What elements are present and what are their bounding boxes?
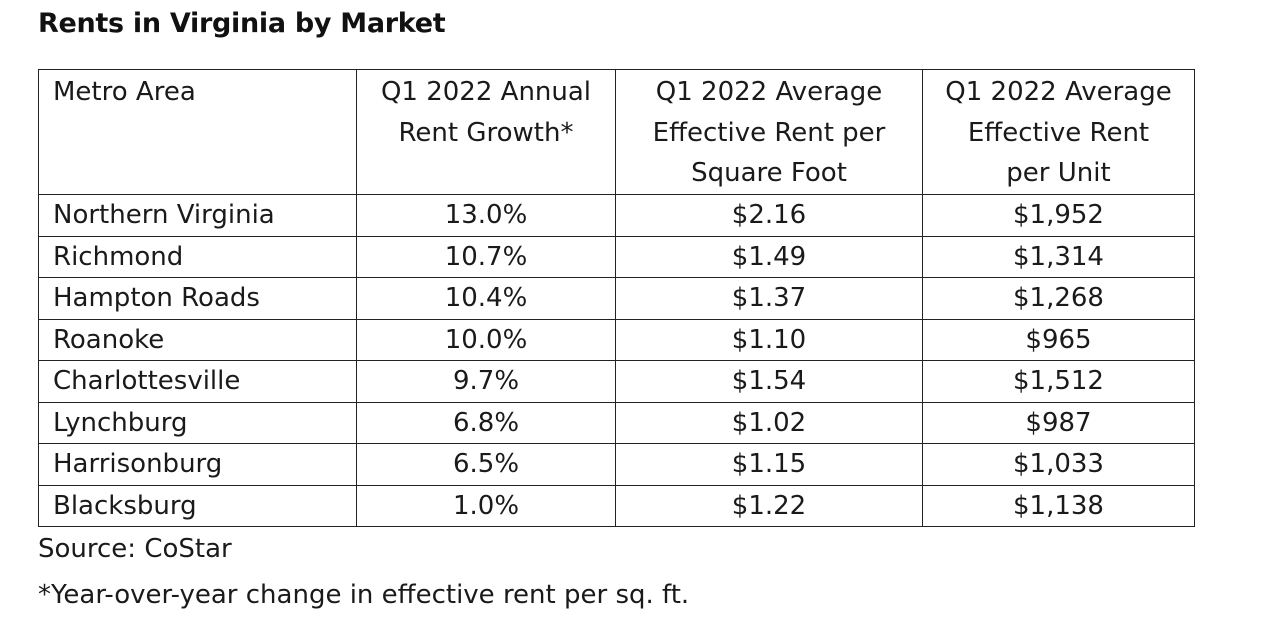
rent-table: Metro Area Q1 2022 Annual Rent Growth* Q1… <box>38 69 1195 527</box>
table-row: Richmond 10.7% $1.49 $1,314 <box>38 235 1195 278</box>
header-line: Q1 2022 Annual <box>380 77 592 107</box>
cell-rent-per-square-foot: $2.16 <box>615 194 923 237</box>
cell-annual-rent-growth: 6.5% <box>356 443 616 486</box>
cell-rent-per-square-foot: $1.49 <box>615 235 923 278</box>
cell-annual-rent-growth: 6.8% <box>356 401 616 444</box>
header-line: Effective Rent <box>967 117 1150 148</box>
cell-metro-area: Roanoke <box>38 318 357 361</box>
cell-annual-rent-growth: 10.0% <box>356 318 616 361</box>
cell-annual-rent-growth: 13.0% <box>356 194 616 237</box>
table-row: Blacksburg 1.0% $1.22 $1,138 <box>38 484 1195 527</box>
table-header-row: Metro Area Q1 2022 Annual Rent Growth* Q1… <box>38 69 1195 195</box>
cell-annual-rent-growth: 10.4% <box>356 277 616 320</box>
cell-metro-area: Lynchburg <box>38 401 357 444</box>
cell-rent-per-square-foot: $1.37 <box>615 277 923 320</box>
cell-metro-area: Harrisonburg <box>38 443 357 486</box>
cell-rent-per-unit: $1,512 <box>922 360 1195 403</box>
chart-title: Rents in Virginia by Market <box>38 8 446 39</box>
table-row: Roanoke 10.0% $1.10 $965 <box>38 318 1195 361</box>
footnote: *Year-over-year change in effective rent… <box>38 580 690 610</box>
cell-annual-rent-growth: 1.0% <box>356 484 616 527</box>
header-line: per Unit <box>1006 158 1111 188</box>
cell-rent-per-unit: $987 <box>922 401 1195 444</box>
cell-metro-area: Charlottesville <box>38 360 357 403</box>
header-annual-rent-growth: Q1 2022 Annual Rent Growth* <box>356 69 616 195</box>
header-line: Q1 2022 Average <box>655 77 883 107</box>
cell-rent-per-unit: $1,314 <box>922 235 1195 278</box>
cell-rent-per-square-foot: $1.22 <box>615 484 923 527</box>
header-line: Effective Rent per <box>652 117 886 148</box>
cell-rent-per-unit: $1,033 <box>922 443 1195 486</box>
header-metro-area: Metro Area <box>38 69 357 195</box>
header-rent-per-unit: Q1 2022 Average Effective Rent per Unit <box>922 69 1195 195</box>
cell-metro-area: Northern Virginia <box>38 194 357 237</box>
cell-rent-per-square-foot: $1.02 <box>615 401 923 444</box>
cell-rent-per-unit: $965 <box>922 318 1195 361</box>
table-row: Charlottesville 9.7% $1.54 $1,512 <box>38 360 1195 403</box>
table-row: Harrisonburg 6.5% $1.15 $1,033 <box>38 443 1195 486</box>
cell-metro-area: Blacksburg <box>38 484 357 527</box>
header-line: Square Foot <box>691 158 847 188</box>
table-row: Northern Virginia 13.0% $2.16 $1,952 <box>38 194 1195 237</box>
cell-rent-per-unit: $1,952 <box>922 194 1195 237</box>
table-row: Lynchburg 6.8% $1.02 $987 <box>38 401 1195 444</box>
cell-annual-rent-growth: 9.7% <box>356 360 616 403</box>
source-note: Source: CoStar <box>38 534 232 564</box>
cell-rent-per-square-foot: $1.10 <box>615 318 923 361</box>
header-line: Metro Area <box>53 77 196 107</box>
table-row: Hampton Roads 10.4% $1.37 $1,268 <box>38 277 1195 320</box>
cell-rent-per-unit: $1,268 <box>922 277 1195 320</box>
header-line: Rent Growth* <box>398 117 574 148</box>
cell-rent-per-square-foot: $1.54 <box>615 360 923 403</box>
cell-annual-rent-growth: 10.7% <box>356 235 616 278</box>
table-body: Northern Virginia 13.0% $2.16 $1,952 Richmon… <box>38 194 1195 527</box>
cell-metro-area: Hampton Roads <box>38 277 357 320</box>
cell-metro-area: Richmond <box>38 235 357 278</box>
cell-rent-per-unit: $1,138 <box>922 484 1195 527</box>
cell-rent-per-square-foot: $1.15 <box>615 443 923 486</box>
header-line: Q1 2022 Average <box>945 77 1172 107</box>
header-rent-per-square-foot: Q1 2022 Average Effective Rent per Square … <box>615 69 923 195</box>
